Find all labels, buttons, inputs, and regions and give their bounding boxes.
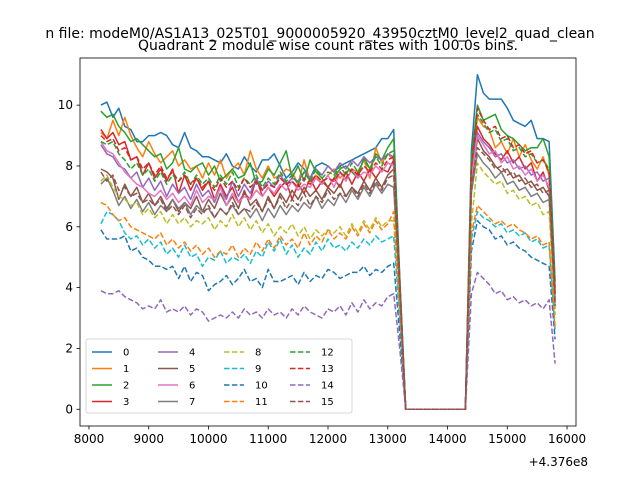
x-tick-label: 13000 [369,432,407,446]
legend-label-3: 3 [123,397,129,408]
series-line-7 [100,153,556,411]
legend-label-12: 12 [321,348,334,359]
y-tick-label: 2 [65,341,73,355]
plot-area [100,73,556,411]
legend-label-11: 11 [255,397,268,408]
y-tick-label: 8 [65,159,73,173]
x-tick-label: 16000 [548,432,586,446]
legend-label-15: 15 [321,397,334,408]
series-line-4 [100,131,556,411]
legend-label-10: 10 [255,381,268,392]
series-line-6 [100,134,556,411]
axes-frame: 8000 9000 10000 11000 12000 13000 14000 15000 16… [58,57,586,446]
chart-title: Quadrant 2 module wise count rates with … [138,38,518,54]
legend-label-8: 8 [255,348,261,359]
legend-label-2: 2 [123,381,129,392]
x-tick-label: 14000 [428,432,466,446]
series-line-5 [100,137,556,411]
x-tick-label: 10000 [189,432,227,446]
chart-suptitle: n file: modeM0/AS1A13_025T01_9000005920_… [45,26,594,42]
series-line-8 [100,162,556,411]
series-line-10 [100,219,556,411]
series-line-15 [100,146,556,411]
series-line-14 [100,271,556,411]
y-tick-label: 10 [58,98,73,112]
legend-label-0: 0 [123,348,129,359]
legend-label-5: 5 [189,364,195,375]
legend-label-13: 13 [321,364,334,375]
series-line-11 [100,201,556,411]
x-tick-label: 9000 [133,432,164,446]
x-tick-label: 12000 [309,432,347,446]
legend-label-7: 7 [189,397,195,408]
legend-label-1: 1 [123,364,129,375]
series-line-12 [100,113,556,411]
y-tick-label: 4 [65,281,73,295]
y-tick-label: 6 [65,220,73,234]
x-tick-label: 8000 [74,432,105,446]
legend-box [85,338,353,414]
x-tick-label: 15000 [488,432,526,446]
series-line-9 [100,210,556,411]
legend-label-6: 6 [189,381,195,392]
legend-label-9: 9 [255,364,261,375]
y-tick-label: 0 [65,402,73,416]
series-lines [100,73,556,411]
legend-label-4: 4 [189,348,195,359]
x-offset-label: +4.376e8 [529,455,588,469]
series-line-13 [100,107,556,411]
x-tick-label: 11000 [249,432,287,446]
legend-label-14: 14 [321,381,334,392]
